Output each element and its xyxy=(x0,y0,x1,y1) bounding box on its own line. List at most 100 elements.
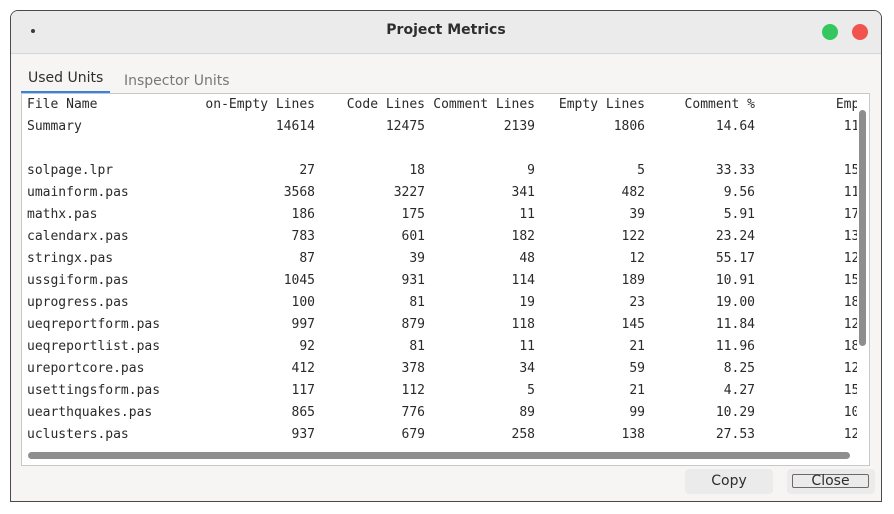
column-header[interactable]: Comment % xyxy=(684,97,755,112)
table-cell: 12475 xyxy=(385,119,425,134)
table-cell xyxy=(425,138,535,160)
table-cell: 34 xyxy=(519,361,535,376)
table-cell: 5 xyxy=(637,163,645,178)
column-header[interactable]: Empty Lines xyxy=(558,97,645,112)
maximize-button[interactable] xyxy=(822,24,838,40)
table-cell: 92 xyxy=(175,336,315,358)
table-cell: 1045 xyxy=(175,270,315,292)
cell-text: 412 xyxy=(291,361,315,376)
horizontal-scrollbar[interactable] xyxy=(28,452,850,459)
table-cell: 138 xyxy=(621,427,645,442)
table-cell: 112 xyxy=(401,383,425,398)
table-cell: 18 xyxy=(409,163,425,178)
table-row[interactable]: uearthquakes.pas 865 776 89 99 10.29 10.2 xyxy=(22,402,857,424)
copy-button[interactable]: Copy xyxy=(685,469,773,494)
table-cell: 100 xyxy=(175,292,315,314)
table-row[interactable]: umainform.pas 3568 3227 341 482 9.56 11.9 xyxy=(22,182,857,204)
table-cell: 13.4 xyxy=(843,229,857,244)
table-row[interactable]: ueqreportlist.pas 92 81 11 21 11.96 18.5 xyxy=(22,336,857,358)
table-cell: Summary xyxy=(27,119,82,134)
table-cell: 9.56 xyxy=(723,185,755,200)
table-cell: stringx.pas xyxy=(27,251,114,266)
column-header[interactable]: on-Empty Lines xyxy=(175,94,315,116)
vertical-scrollbar[interactable] xyxy=(859,110,866,346)
table-cell: 55.17 xyxy=(715,251,755,266)
cell-text: 92 xyxy=(299,339,315,354)
column-header[interactable]: Comment Lines xyxy=(433,97,535,112)
cell-text: 186 xyxy=(291,207,315,222)
table-row[interactable]: solpage.lpr 27 18 9 5 33.33 15.6 xyxy=(22,160,857,182)
table-cell: 12.1 xyxy=(843,251,857,266)
table-row[interactable]: usettingsform.pas 117 112 5 21 4.27 15.2 xyxy=(22,380,857,402)
cell-text: 937 xyxy=(291,427,315,442)
table-cell: 117 xyxy=(175,380,315,402)
metrics-panel: File Name on-Empty Lines Code Lines Comment… xyxy=(21,93,870,466)
column-header[interactable]: Code Lines xyxy=(346,97,425,112)
table-row[interactable]: uprogress.pas 100 81 19 23 19.00 18.7 xyxy=(22,292,857,314)
table-cell: 27.53 xyxy=(715,427,755,442)
close-window-button[interactable] xyxy=(852,24,868,40)
tab-used-units[interactable]: Used Units xyxy=(21,67,111,93)
cell-text: 997 xyxy=(291,317,315,332)
tab-inspector-units[interactable]: Inspector Units xyxy=(124,73,230,89)
table-cell: 19 xyxy=(519,295,535,310)
close-button[interactable]: Close xyxy=(787,469,875,494)
window-menu-icon[interactable] xyxy=(31,29,35,33)
tab-bar: Used Units Inspector Units xyxy=(21,67,861,93)
table-cell: 87 xyxy=(175,248,315,270)
table-row[interactable]: ussgiform.pas 1045 931 114 189 10.91 15.3 xyxy=(22,270,857,292)
table-row[interactable]: stringx.pas 87 39 48 12 55.17 12.1 xyxy=(22,248,857,270)
table-cell: 10.29 xyxy=(715,405,755,420)
table-cell: 11 xyxy=(519,207,535,222)
table-cell: 18.5 xyxy=(843,339,857,354)
table-row[interactable]: calendarx.pas 783 601 182 122 23.24 13.4 xyxy=(22,226,857,248)
column-header[interactable]: Empty xyxy=(835,97,857,112)
table-cell: 11.0 xyxy=(843,119,857,134)
table-cell: 39 xyxy=(629,207,645,222)
table-cell: 27 xyxy=(175,160,315,182)
table-cell: 81 xyxy=(409,295,425,310)
table-cell: 182 xyxy=(511,229,535,244)
table-cell: 3568 xyxy=(175,182,315,204)
table-cell: 114 xyxy=(511,273,535,288)
table-cell xyxy=(755,138,857,160)
table-cell: 18.7 xyxy=(843,295,857,310)
table-cell: 186 xyxy=(175,204,315,226)
table-cell: ueqreportlist.pas xyxy=(27,339,161,354)
table-cell: 145 xyxy=(621,317,645,332)
table-cell: 10.2 xyxy=(843,405,857,420)
table-row[interactable]: ueqreportform.pas 997 879 118 145 11.84 12.7 xyxy=(22,314,857,336)
table-cell xyxy=(315,138,425,160)
table-row[interactable]: ureportcore.pas 412 378 34 59 8.25 12.5 xyxy=(22,358,857,380)
table-cell: 81 xyxy=(409,339,425,354)
table-cell: 175 xyxy=(401,207,425,222)
cell-text: 865 xyxy=(291,405,315,420)
metrics-grid[interactable]: File Name on-Empty Lines Code Lines Comment… xyxy=(22,94,857,449)
table-row[interactable]: uclusters.pas 937 679 258 138 27.53 12.8 xyxy=(22,424,857,446)
table-cell: ureportcore.pas xyxy=(27,361,145,376)
table-cell: 783 xyxy=(175,226,315,248)
table-cell: 23 xyxy=(629,295,645,310)
table-cell: 12 xyxy=(629,251,645,266)
table-cell: 11.9 xyxy=(843,185,857,200)
table-row[interactable] xyxy=(22,138,857,160)
table-cell: 601 xyxy=(401,229,425,244)
table-row[interactable]: Summary 14614 12475 2139 1806 14.64 11.0 xyxy=(22,116,857,138)
table-cell: usettingsform.pas xyxy=(27,383,161,398)
table-cell: 21 xyxy=(629,383,645,398)
table-cell: 3227 xyxy=(393,185,425,200)
table-cell: 14614 xyxy=(175,116,315,138)
column-header[interactable]: File Name xyxy=(27,97,98,112)
table-cell: 679 xyxy=(401,427,425,442)
table-cell: 122 xyxy=(621,229,645,244)
cell-text: 1045 xyxy=(283,273,315,288)
cell-text: 27 xyxy=(299,163,315,178)
table-cell: 19.00 xyxy=(715,295,755,310)
table-cell: calendarx.pas xyxy=(27,229,129,244)
table-row[interactable]: mathx.pas 186 175 11 39 5.91 17.3 xyxy=(22,204,857,226)
table-cell: 879 xyxy=(401,317,425,332)
table-cell: 15.6 xyxy=(843,163,857,178)
table-cell: 10.91 xyxy=(715,273,755,288)
table-cell: 931 xyxy=(401,273,425,288)
window-title: Project Metrics xyxy=(386,22,506,38)
